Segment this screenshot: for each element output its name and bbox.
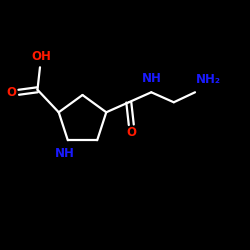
Text: O: O [7,86,17,99]
Text: NH₂: NH₂ [196,73,221,86]
Text: O: O [126,126,136,139]
Text: NH: NH [142,72,162,85]
Text: NH: NH [55,148,75,160]
Text: OH: OH [31,50,51,63]
